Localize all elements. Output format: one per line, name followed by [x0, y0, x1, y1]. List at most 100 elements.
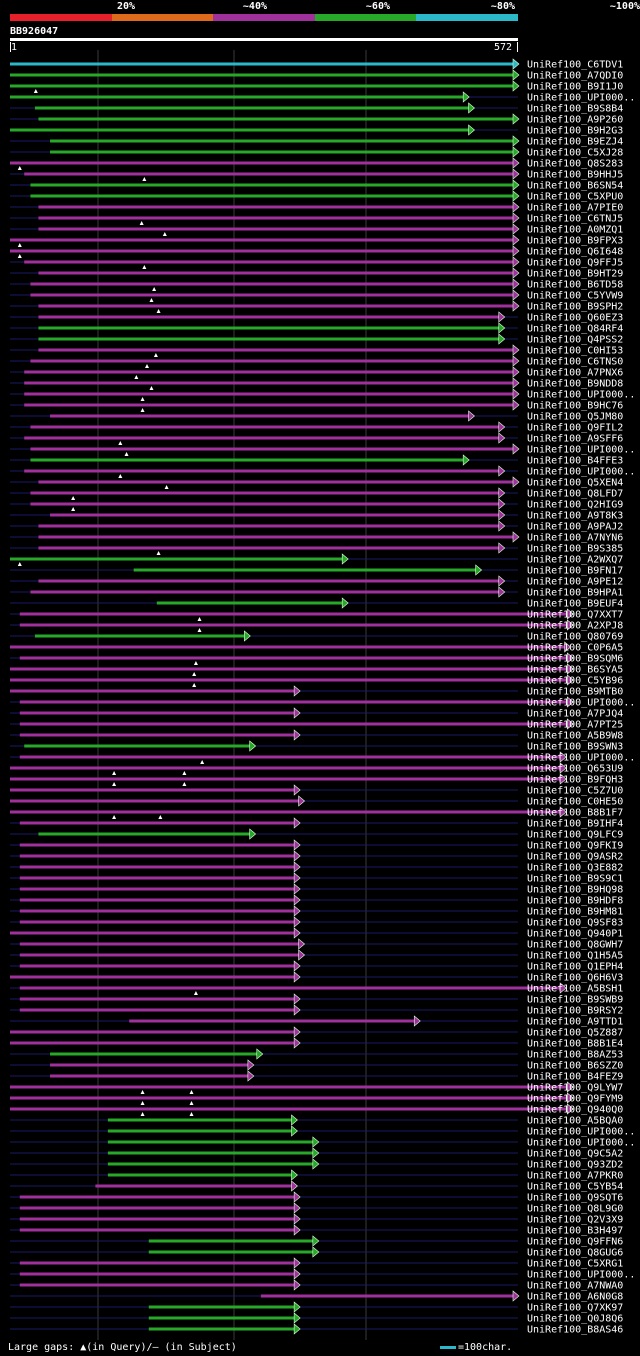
hit-label[interactable]: UniRef100_B9S9C1	[527, 874, 623, 885]
hit-bar[interactable]	[38, 832, 251, 836]
hit-bar[interactable]	[107, 1140, 314, 1144]
hit-label[interactable]: UniRef100_Q7XXT7	[527, 610, 623, 621]
hit-label[interactable]: UniRef100_B9I1J0	[527, 82, 623, 93]
hit-label[interactable]: UniRef100_Q8S283	[527, 159, 623, 170]
hit-bar[interactable]	[19, 876, 296, 880]
hit-row[interactable]: UniRef100_Q8LFD7	[10, 487, 623, 500]
hit-bar[interactable]	[19, 755, 562, 759]
hit-bar[interactable]	[10, 95, 465, 99]
hit-row[interactable]: UniRef100_UPI000..	[10, 465, 635, 478]
hit-bar[interactable]	[38, 117, 514, 121]
hit-row[interactable]: UniRef100_A6N0G8	[10, 1290, 623, 1303]
hit-bar[interactable]	[19, 942, 300, 946]
hit-row[interactable]: UniRef100_B9SQM6	[10, 652, 623, 665]
hit-bar[interactable]	[24, 381, 514, 385]
hit-label[interactable]: UniRef100_A7NYN6	[527, 533, 623, 544]
hit-row[interactable]: UniRef100_A7NYN6	[10, 531, 623, 544]
hit-row[interactable]: UniRef100_A9TTD1	[10, 1015, 623, 1028]
hit-label[interactable]: UniRef100_UPI000..	[527, 467, 635, 478]
hit-label[interactable]: UniRef100_C0P6A5	[527, 643, 623, 654]
hit-row[interactable]: UniRef100_B9S8B4	[10, 102, 623, 115]
hit-label[interactable]: UniRef100_C5YVW9	[527, 291, 623, 302]
hit-row[interactable]: UniRef100_B6TD58	[10, 278, 623, 291]
hit-label[interactable]: UniRef100_B8B1E4	[527, 1039, 623, 1050]
hit-bar[interactable]	[10, 975, 296, 979]
hit-row[interactable]: UniRef100_A7PT25	[10, 718, 623, 731]
hit-label[interactable]: UniRef100_Q0J8Q6	[527, 1314, 623, 1325]
hit-label[interactable]: UniRef100_Q1EPH4	[527, 962, 623, 973]
hit-bar[interactable]	[10, 161, 514, 165]
hit-row[interactable]: UniRef100_Q653U9	[10, 762, 623, 775]
hit-label[interactable]: UniRef100_Q9C5A2	[527, 1149, 623, 1160]
hit-label[interactable]: UniRef100_C0HI53	[527, 346, 623, 357]
hit-row[interactable]: UniRef100_A7NWA0	[10, 1279, 623, 1292]
hit-label[interactable]: UniRef100_B6SN54	[527, 181, 623, 192]
hit-label[interactable]: UniRef100_Q8GWH7	[527, 940, 623, 951]
hit-bar[interactable]	[24, 260, 514, 264]
hit-row[interactable]: UniRef100_B9RSY2	[10, 1004, 623, 1017]
hit-label[interactable]: UniRef100_Q5Z887	[527, 1028, 623, 1039]
hit-row[interactable]: UniRef100_Q0J8Q6	[10, 1312, 623, 1325]
hit-bar[interactable]	[260, 1294, 514, 1298]
hit-label[interactable]: UniRef100_A7PNX6	[527, 368, 623, 379]
hit-label[interactable]: UniRef100_C5XPU0	[527, 192, 623, 203]
hit-bar[interactable]	[148, 1239, 314, 1243]
hit-label[interactable]: UniRef100_Q2V3X9	[527, 1215, 623, 1226]
hit-label[interactable]: UniRef100_UPI000..	[527, 93, 635, 104]
hit-bar[interactable]	[10, 678, 569, 682]
hit-bar[interactable]	[10, 931, 296, 935]
hit-row[interactable]: UniRef100_B9MTB0	[10, 685, 623, 698]
hit-label[interactable]: UniRef100_UPI000..	[527, 1127, 635, 1138]
hit-label[interactable]: UniRef100_A5B9W8	[527, 731, 623, 742]
hit-label[interactable]: UniRef100_Q80769	[527, 632, 623, 643]
hit-row[interactable]: UniRef100_A9T8K3	[10, 509, 623, 522]
hit-row[interactable]: UniRef100_Q9C5A2	[10, 1147, 623, 1160]
hit-row[interactable]: UniRef100_A7PIE0	[10, 201, 623, 214]
hit-label[interactable]: UniRef100_UPI000..	[527, 1138, 635, 1149]
hit-label[interactable]: UniRef100_Q5JM80	[527, 412, 623, 423]
hit-label[interactable]: UniRef100_C5YB54	[527, 1182, 623, 1193]
hit-bar[interactable]	[38, 579, 500, 583]
hit-label[interactable]: UniRef100_B9NDD8	[527, 379, 623, 390]
hit-row[interactable]: UniRef100_B9HQ98	[10, 883, 623, 896]
hit-bar[interactable]	[24, 436, 500, 440]
hit-row[interactable]: UniRef100_C6TNJ5	[10, 212, 623, 225]
hit-bar[interactable]	[19, 1261, 296, 1265]
hit-label[interactable]: UniRef100_Q8L9G0	[527, 1204, 623, 1215]
hit-label[interactable]: UniRef100_Q1H5A5	[527, 951, 623, 962]
hit-row[interactable]: UniRef100_C5Z7U0	[10, 784, 623, 797]
hit-label[interactable]: UniRef100_C6TDV1	[527, 60, 623, 71]
hit-bar[interactable]	[10, 766, 562, 770]
hit-row[interactable]: UniRef100_C6TNS0	[10, 355, 623, 368]
hit-bar[interactable]	[19, 1228, 296, 1232]
hit-bar[interactable]	[19, 711, 296, 715]
hit-label[interactable]: UniRef100_B3H497	[527, 1226, 623, 1237]
hit-row[interactable]: UniRef100_B9I1J0	[10, 80, 623, 93]
hit-row[interactable]: UniRef100_B8AS46	[10, 1323, 623, 1336]
hit-bar[interactable]	[148, 1327, 296, 1331]
hit-label[interactable]: UniRef100_A9PE12	[527, 577, 623, 588]
hit-bar[interactable]	[38, 480, 514, 484]
hit-bar[interactable]	[148, 1305, 296, 1309]
hit-label[interactable]: UniRef100_UPI000..	[527, 445, 635, 456]
hit-bar[interactable]	[24, 172, 514, 176]
hit-label[interactable]: UniRef100_Q6I648	[527, 247, 623, 258]
hit-label[interactable]: UniRef100_B9EUF4	[527, 599, 623, 610]
hit-row[interactable]: UniRef100_Q9FFN6	[10, 1235, 623, 1248]
hit-row[interactable]: UniRef100_B4FFE3	[10, 454, 623, 467]
hit-bar[interactable]	[30, 425, 500, 429]
hit-bar[interactable]	[133, 568, 477, 572]
hit-row[interactable]: UniRef100_Q9SF83	[10, 916, 623, 929]
hit-label[interactable]: UniRef100_B9FN17	[527, 566, 623, 577]
hit-label[interactable]: UniRef100_B9HHJ5	[527, 170, 623, 181]
hit-row[interactable]: UniRef100_Q1H5A5	[10, 949, 623, 962]
hit-row[interactable]: UniRef100_C5YB96	[10, 674, 623, 687]
hit-row[interactable]: UniRef100_B8B1E4	[10, 1037, 623, 1050]
hit-label[interactable]: UniRef100_C5XJ28	[527, 148, 623, 159]
hit-label[interactable]: UniRef100_Q9FKI9	[527, 841, 623, 852]
hit-row[interactable]: UniRef100_A5B9W8	[10, 729, 623, 742]
hit-bar[interactable]	[19, 1283, 296, 1287]
hit-row[interactable]: UniRef100_UPI000..	[10, 443, 635, 456]
hit-row[interactable]: UniRef100_Q8GWH7	[10, 938, 623, 951]
hit-bar[interactable]	[19, 700, 569, 704]
